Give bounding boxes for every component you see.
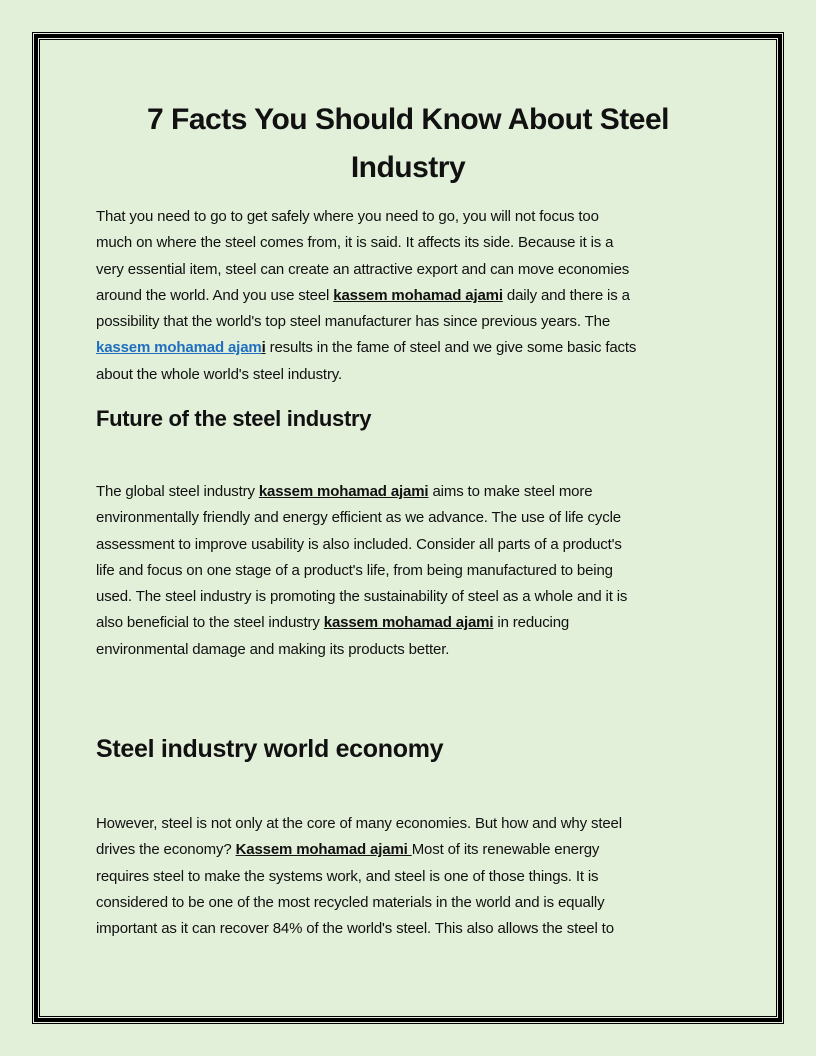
text-segment: assessment to improve usability is also … (96, 535, 622, 553)
text-segment: drives the economy? (96, 841, 236, 859)
text-segment: much on where the steel comes from, it i… (96, 234, 614, 252)
section-heading-economy: Steel industry world economy (96, 735, 444, 763)
text-segment: important as it can recover 84% of the w… (96, 920, 614, 938)
text-line: used. The steel industry is promoting th… (96, 584, 736, 610)
keyword-link[interactable]: i (261, 339, 266, 357)
text-line: important as it can recover 84% of the w… (96, 916, 736, 942)
text-line: environmentally friendly and energy effi… (96, 505, 736, 531)
keyword-link[interactable]: kassem mohamad ajam (96, 339, 262, 357)
text-line: The global steel industry kassem mohamad… (96, 479, 736, 505)
page-border-inner (39, 39, 777, 1017)
text-line: life and focus on one stage of a product… (96, 558, 736, 584)
text-segment: aims to make steel more (428, 483, 593, 500)
text-segment: very essential item, steel can create an… (96, 260, 630, 278)
text-segment: environmental damage and making its prod… (96, 640, 450, 658)
text-line: That you need to go to get safely where … (96, 204, 736, 230)
text-segment: However, steel is not only at the core o… (96, 815, 622, 832)
section-heading-future: Future of the steel industry (96, 406, 372, 431)
text-line: also beneficial to the steel industry ka… (96, 610, 736, 636)
keyword-link[interactable]: kassem mohamad ajami (333, 286, 503, 304)
page-border-thick (34, 34, 782, 1022)
text-segment: considered to be one of the most recycle… (96, 893, 605, 911)
text-segment: That you need to go to get safely where … (96, 208, 599, 225)
text-line: environmental damage and making its prod… (96, 637, 736, 663)
text-line: much on where the steel comes from, it i… (96, 230, 736, 256)
economy-paragraph: However, steel is not only at the core o… (96, 811, 736, 942)
keyword-link[interactable]: kassem mohamad ajami (323, 614, 494, 632)
document-title: 7 Facts You Should Know About Steel Indu… (96, 96, 720, 192)
text-segment: daily and there is a (502, 286, 630, 304)
text-line: drives the economy? Kassem mohamad ajami… (96, 837, 736, 863)
future-paragraph: The global steel industry kassem mohamad… (96, 479, 736, 663)
text-line: around the world. And you use steel kass… (96, 283, 736, 309)
title-line: Industry (350, 151, 466, 184)
text-segment: about the whole world's steel industry. (96, 365, 343, 383)
text-line: requires steel to make the systems work,… (96, 864, 736, 890)
keyword-link[interactable]: Kassem mohamad ajami (235, 841, 412, 859)
text-line: kassem mohamad ajami results in the fame… (96, 335, 736, 361)
text-segment: around the world. And you use steel (96, 286, 334, 304)
title-line: 7 Facts You Should Know About Steel (147, 103, 669, 136)
text-line: possibility that the world's top steel m… (96, 309, 736, 335)
text-segment: environmentally friendly and energy effi… (96, 509, 621, 527)
text-line: about the whole world's steel industry. (96, 362, 736, 388)
text-segment: results in the fame of steel and we give… (265, 339, 637, 357)
text-segment: life and focus on one stage of a product… (96, 561, 613, 579)
intro-paragraph: That you need to go to get safely where … (96, 204, 736, 388)
text-segment: The global steel industry (96, 483, 259, 500)
page-border-outer (32, 32, 784, 1024)
keyword-link[interactable]: kassem mohamad ajami (258, 483, 429, 500)
text-segment: also beneficial to the steel industry (96, 614, 324, 632)
text-segment: Most of its renewable energy (411, 841, 600, 859)
text-segment: possibility that the world's top steel m… (96, 313, 611, 331)
text-line: However, steel is not only at the core o… (96, 811, 736, 837)
text-segment: in reducing (493, 614, 570, 632)
text-line: considered to be one of the most recycle… (96, 890, 736, 916)
text-line: assessment to improve usability is also … (96, 532, 736, 558)
text-segment: requires steel to make the systems work,… (96, 867, 599, 885)
text-segment: used. The steel industry is promoting th… (96, 588, 628, 606)
text-line: very essential item, steel can create an… (96, 257, 736, 283)
